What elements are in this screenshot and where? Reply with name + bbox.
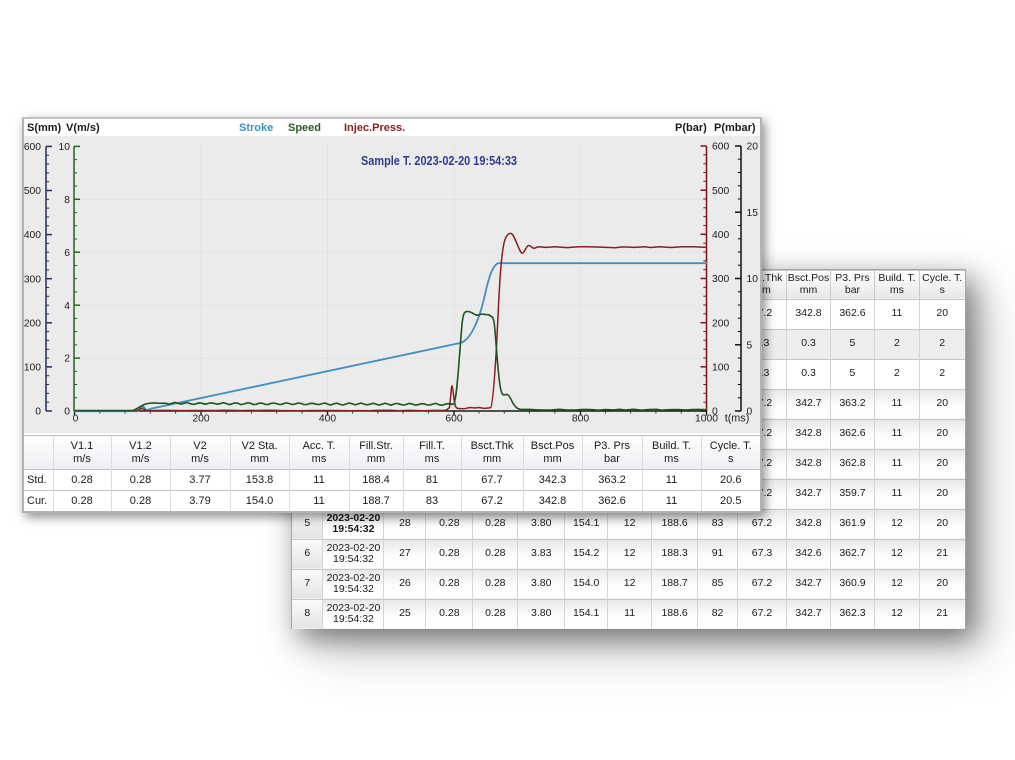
svg-text:1000: 1000: [695, 414, 718, 425]
svg-text:400: 400: [24, 230, 41, 241]
svg-text:Sample T. 2023-02-20 19:54:33: Sample T. 2023-02-20 19:54:33: [361, 153, 517, 168]
svg-text:4: 4: [64, 301, 70, 312]
svg-text:200: 200: [192, 414, 209, 425]
svg-text:400: 400: [319, 414, 336, 425]
svg-text:800: 800: [572, 414, 589, 425]
svg-text:8: 8: [64, 195, 70, 206]
svg-text:0: 0: [73, 414, 79, 425]
svg-text:10: 10: [747, 274, 759, 285]
svg-text:15: 15: [747, 208, 759, 219]
svg-text:0: 0: [35, 407, 41, 418]
svg-text:200: 200: [712, 318, 729, 329]
svg-text:0: 0: [64, 407, 70, 418]
svg-text:500: 500: [24, 186, 41, 197]
svg-text:400: 400: [712, 230, 729, 241]
svg-text:10: 10: [59, 142, 71, 153]
svg-text:300: 300: [712, 274, 729, 285]
svg-text:0: 0: [712, 407, 718, 418]
svg-text:600: 600: [24, 142, 41, 153]
svg-text:600: 600: [712, 142, 729, 153]
svg-text:20: 20: [747, 142, 759, 153]
svg-text:6: 6: [64, 248, 70, 259]
svg-text:200: 200: [24, 318, 41, 329]
svg-text:t(ms): t(ms): [725, 413, 750, 425]
svg-text:600: 600: [445, 414, 462, 425]
svg-text:100: 100: [24, 363, 41, 374]
svg-text:2: 2: [64, 354, 70, 365]
svg-text:0: 0: [747, 407, 753, 418]
svg-text:500: 500: [712, 186, 729, 197]
svg-text:5: 5: [747, 340, 753, 351]
svg-text:100: 100: [712, 362, 729, 373]
svg-text:300: 300: [24, 274, 41, 285]
